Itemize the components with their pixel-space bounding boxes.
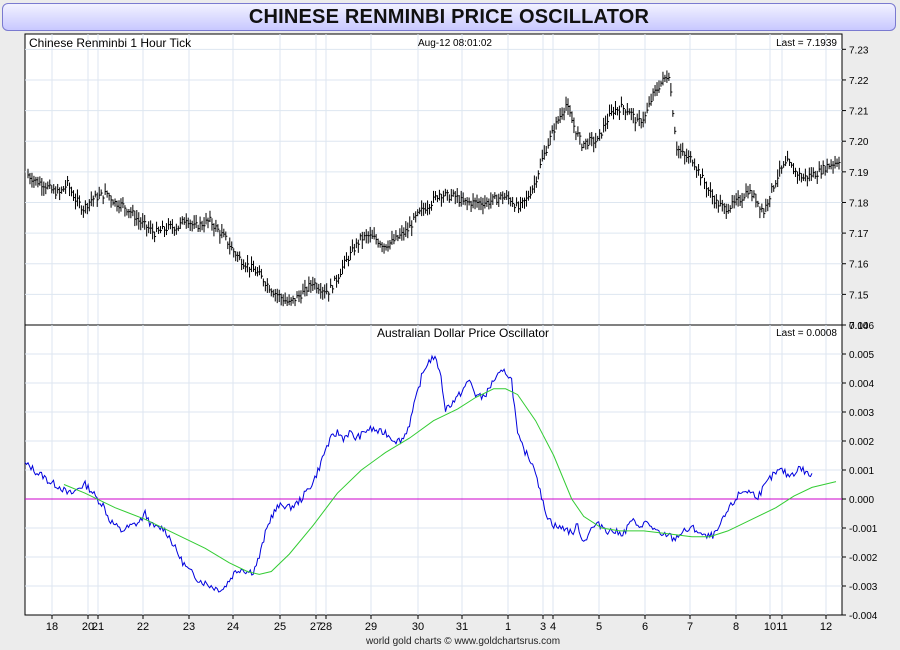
oscillator-y-tick-label: -0.003 [849, 582, 878, 593]
oscillator-chart-title: Australian Dollar Price Oscillator [377, 326, 549, 340]
price-y-tick-label: 7.23 [849, 45, 869, 56]
footer-credit: world gold charts © www.goldchartsrus.co… [365, 636, 560, 647]
price-y-tick-label: 7.14 [849, 321, 869, 332]
x-tick-label: 12 [820, 621, 832, 633]
x-tick-label: 8 [733, 621, 739, 633]
price-y-tick-label: 7.17 [849, 229, 869, 240]
title-bar: CHINESE RENMINBI PRICE OSCILLATOR [2, 3, 896, 31]
price-last-value: Last = 7.1939 [776, 38, 837, 49]
x-tick-label: 23 [183, 621, 195, 633]
oscillator-y-tick-label: 0.006 [849, 321, 874, 332]
price-y-tick-label: 7.22 [849, 76, 869, 87]
price-y-tick-label: 7.16 [849, 260, 869, 271]
x-tick-label: 4 [550, 621, 556, 633]
oscillator-y-tick-label: 0.002 [849, 437, 874, 448]
x-tick-label: 25 [274, 621, 286, 633]
oscillator-y-tick-label: 0.000 [849, 495, 874, 506]
oscillator-y-tick-label: 0.001 [849, 466, 874, 477]
oscillator-y-tick-label: 0.004 [849, 379, 874, 390]
price-panel: 7.14 7.15 7.16 7.17 7.18 7.19 7.20 7.21 7.22 7.23… [24, 33, 869, 332]
oscillator-y-tick-label: 0.003 [849, 408, 874, 419]
oscillator-y-tick-label: -0.002 [849, 553, 878, 564]
x-tick-label: 7 [687, 621, 693, 633]
price-y-tick-label: 7.21 [849, 107, 869, 118]
x-tick-label: 22 [137, 621, 149, 633]
x-tick-label: 30 [412, 621, 424, 633]
oscillator-y-axis: -0.004 -0.003 -0.002 -0.001 0.000 0.001 0.002 0… [842, 321, 878, 622]
oscillator-y-tick-label: 0.005 [849, 350, 874, 361]
price-plot-area [24, 33, 843, 326]
oscillator-lines [24, 354, 837, 593]
x-tick-label: 11 [776, 621, 787, 633]
x-tick-label: 29 [365, 621, 377, 633]
oscillator-panel: -0.004 -0.003 -0.002 -0.001 0.000 0.001 0.002 0… [24, 321, 878, 633]
x-tick-label: 1 [505, 621, 511, 633]
x-tick-label: 31 [456, 621, 468, 633]
oscillator-line [24, 354, 813, 593]
x-tick-label: 27 [310, 621, 322, 633]
oscillator-last-value: Last = 0.0008 [776, 328, 837, 339]
price-y-tick-label: 7.20 [849, 137, 869, 148]
x-tick-label: 3 [540, 621, 546, 633]
price-y-tick-label: 7.18 [849, 198, 869, 209]
price-bars [27, 70, 841, 307]
page-title: CHINESE RENMINBI PRICE OSCILLATOR [248, 6, 650, 28]
price-chart-title: Chinese Renminbi 1 Hour Tick [29, 36, 192, 50]
signal-line [63, 388, 837, 575]
x-tick-label: 5 [596, 621, 602, 633]
oscillator-y-tick-label: -0.004 [849, 611, 878, 622]
x-tick-label: 6 [642, 621, 648, 633]
price-y-axis: 7.14 7.15 7.16 7.17 7.18 7.19 7.20 7.21 7.22 7.23 [842, 45, 869, 332]
x-tick-label: 21 [92, 621, 104, 633]
x-tick-label: 10 [764, 621, 776, 633]
timestamp: Aug-12 08:01:02 [418, 38, 492, 49]
x-tick-label: 20 [82, 621, 94, 633]
x-tick-label: 18 [46, 621, 58, 633]
price-grid [25, 34, 842, 325]
oscillator-y-tick-label: -0.001 [849, 524, 878, 535]
price-y-tick-label: 7.19 [849, 168, 869, 179]
price-y-tick-label: 7.15 [849, 290, 869, 301]
x-tick-label: 28 [320, 621, 332, 633]
x-tick-label: 24 [227, 621, 239, 633]
